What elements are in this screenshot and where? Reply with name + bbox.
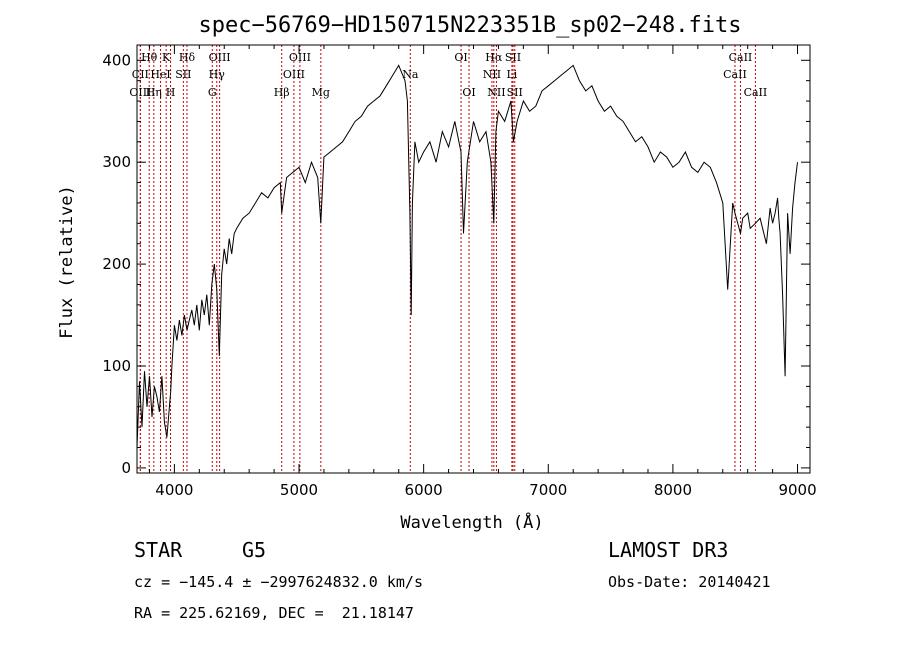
spectral-line-label: OIII (289, 51, 311, 64)
spectral-line-label: Hα (485, 51, 503, 64)
spectral-line-label: Hθ (141, 51, 158, 64)
observation-date: Obs-Date: 20140421 (608, 573, 771, 591)
ra-dec-coordinates: RA = 225.62169, DEC = 21.18147 (134, 604, 414, 622)
x-tick-label: 9000 (778, 481, 816, 499)
spectrum-line (136, 64, 798, 448)
spectral-line-label: SII (175, 68, 191, 81)
spectral-line-label: Hγ (209, 68, 226, 81)
x-tick-label: 7000 (529, 481, 567, 499)
spectral-line-label: OIII (129, 86, 151, 99)
spectral-line-label: Mg (312, 86, 330, 99)
survey-name: LAMOST DR3 (608, 538, 729, 562)
spectral-line-label: OI (462, 86, 475, 99)
y-tick-label: 100 (102, 357, 131, 375)
spectral-line-label: SII (505, 51, 521, 64)
spectral-line-label: Hη (146, 86, 162, 99)
spectral-line-label: K (162, 51, 171, 64)
axis-ticks: 4000 5000 6000 7000 8000 9000 0 100 200 300 400 (102, 45, 817, 499)
spectral-line-label: HeI (150, 68, 170, 81)
spectral-line-label: CaII (723, 68, 747, 81)
spectral-line-label: CaII (729, 51, 753, 64)
spectral-line-label: OIII (283, 68, 305, 81)
y-axis-label: Flux (relative) (57, 185, 77, 339)
plot-frame (136, 44, 811, 474)
spectral-line-label: Li (506, 68, 517, 81)
spectral-line-label: Na (402, 68, 419, 81)
x-tick-label: 5000 (280, 481, 318, 499)
x-axis-label: Wavelength (Å) (400, 511, 543, 533)
object-class: STAR (134, 538, 183, 562)
redshift-cz: cz = −145.4 ± −2997624832.0 km/s (134, 573, 423, 591)
spectral-line-markers (139, 45, 756, 473)
y-tick-label: 400 (102, 51, 131, 69)
spectral-line-label: CaII (744, 86, 768, 99)
x-tick-label: 8000 (654, 481, 692, 499)
spectral-line-label: NII (487, 86, 505, 99)
spectral-line-label: OIII (209, 51, 231, 64)
spectral-line-label: H (166, 86, 176, 99)
spectral-line-label: Hδ (179, 51, 196, 64)
spectral-line-label: NII (483, 68, 501, 81)
y-tick-label: 0 (121, 459, 131, 477)
spectral-line-label: SII (507, 86, 523, 99)
spectral-line-label: G (208, 86, 217, 99)
object-subclass: G5 (242, 538, 267, 562)
x-tick-label: 4000 (155, 481, 193, 499)
spectral-line-label: Hβ (274, 86, 290, 99)
y-tick-label: 300 (102, 153, 131, 171)
y-tick-label: 200 (102, 255, 131, 273)
spectral-line-label: CII (132, 68, 149, 81)
spectral-line-label: OI (454, 51, 467, 64)
chart-title: spec−56769−HD150715N223351B_sp02−248.fit… (198, 13, 741, 38)
x-tick-label: 6000 (405, 481, 443, 499)
